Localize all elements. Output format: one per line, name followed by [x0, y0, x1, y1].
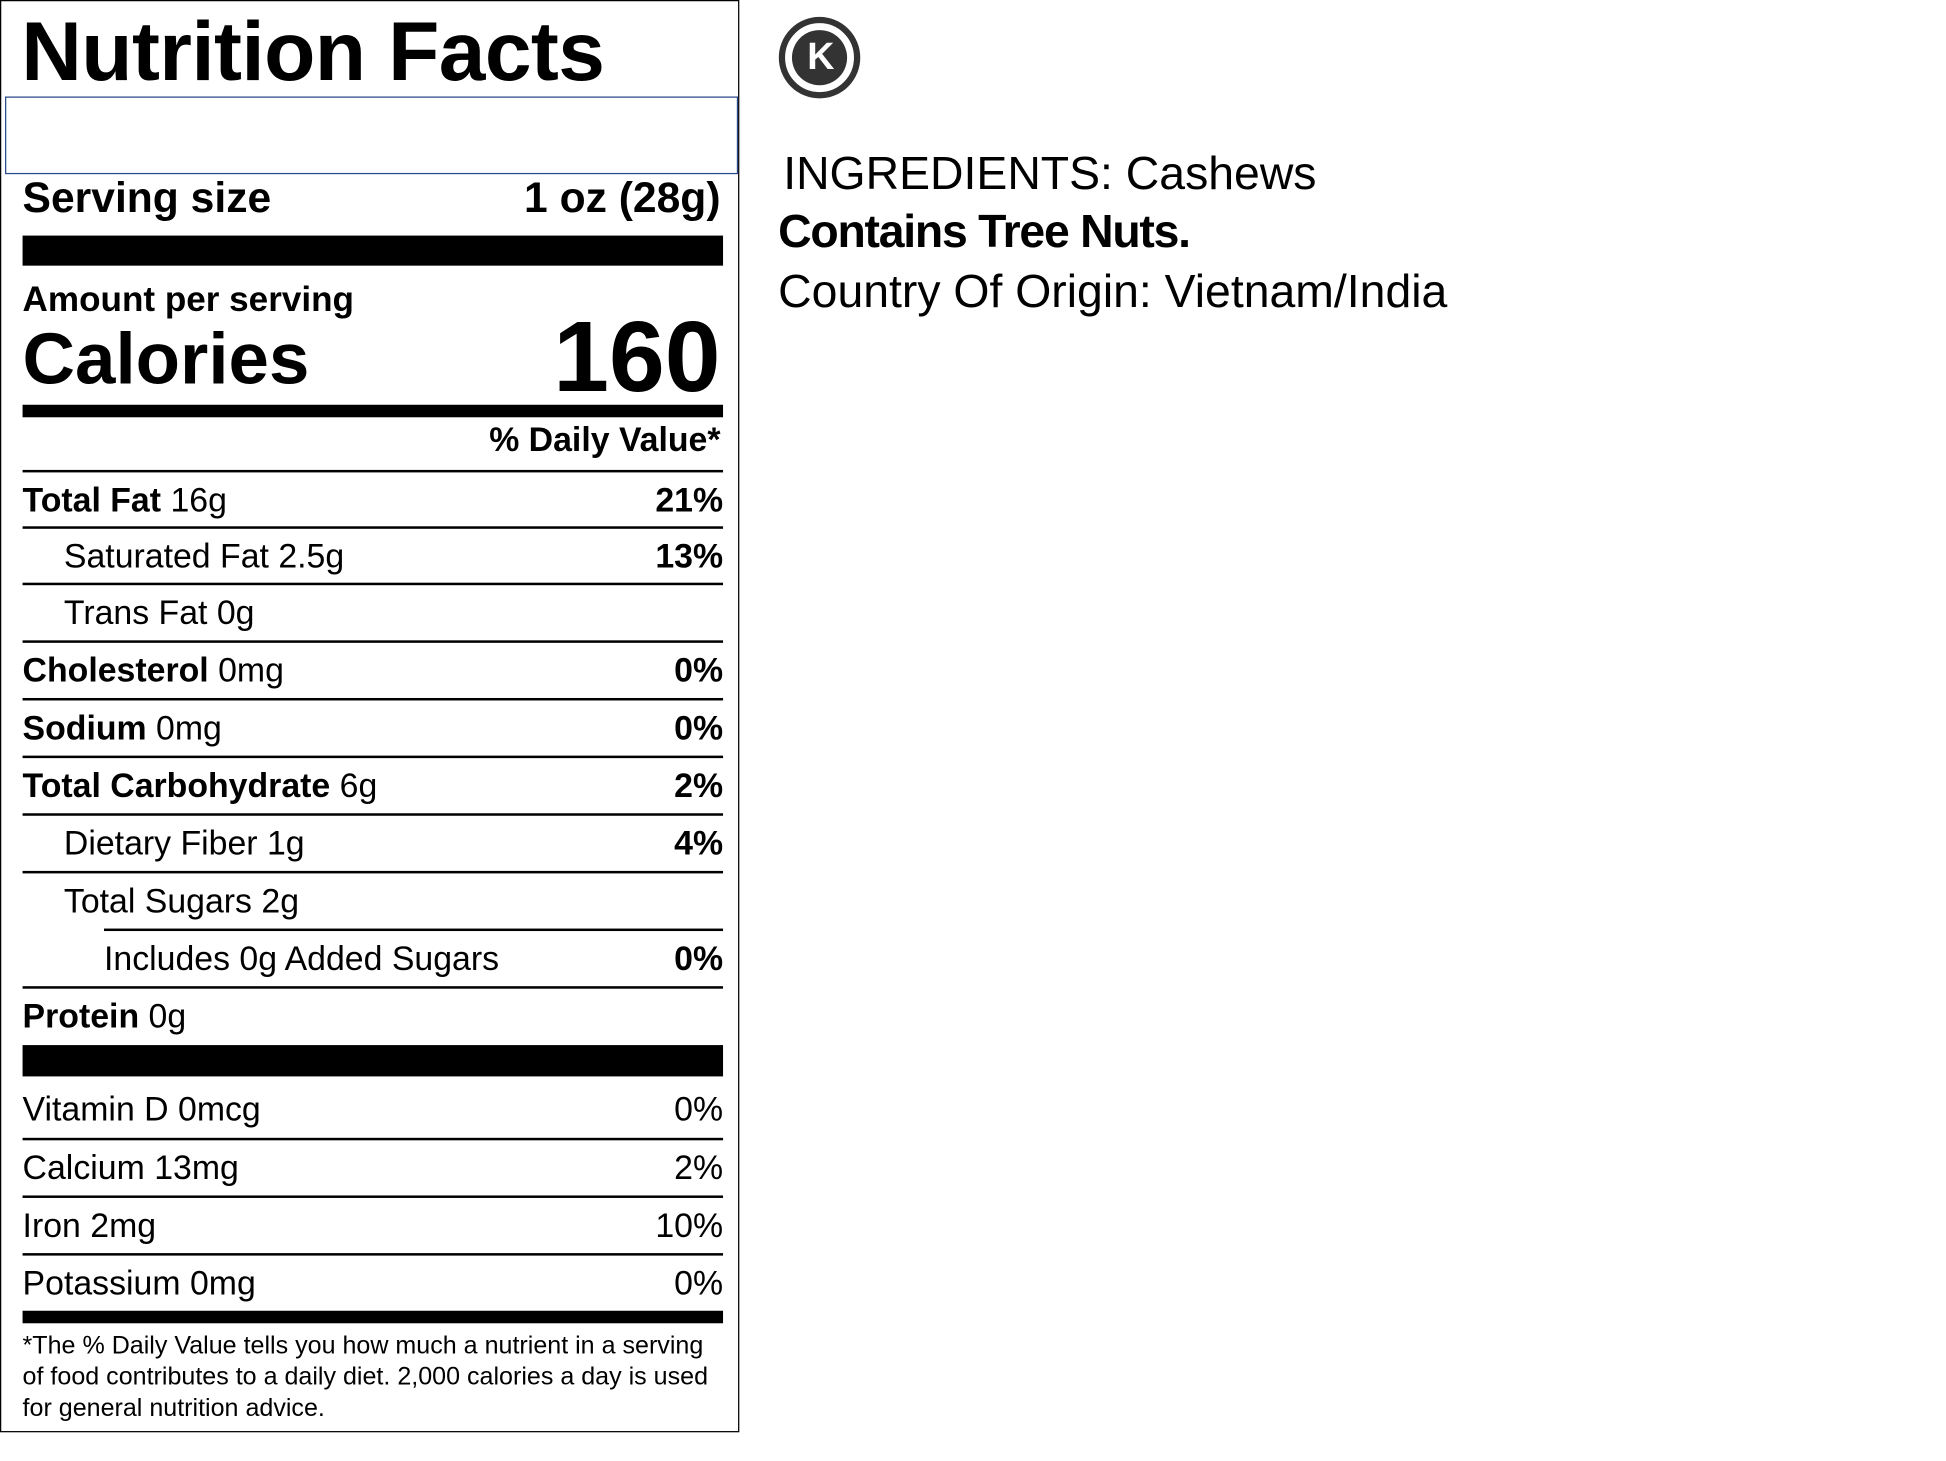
- nutrient-amount: 0mg: [218, 650, 284, 689]
- nutrition-label: Nutrition Facts Serving size 1 oz (28g) …: [0, 0, 740, 1433]
- nutrient-name: Saturated Fat: [63, 536, 269, 575]
- nutrient-dv: 0%: [674, 708, 724, 747]
- nutrient-row: Total Fat 16g 21%: [22, 469, 724, 528]
- vitamin-row: Calcium 13mg 2%: [22, 1137, 724, 1196]
- calories-value: 160: [553, 300, 721, 413]
- nutrient-row: Sodium 0mg 0%: [22, 697, 724, 756]
- label-title: Nutrition Facts: [21, 5, 605, 99]
- serving-size-value: 1 oz (28g): [524, 174, 721, 222]
- vitamin-row: Iron 2mg 10%: [22, 1195, 724, 1253]
- nutrient-row: Cholesterol 0mg 0%: [22, 640, 724, 698]
- nutrient-name: Trans Fat: [63, 593, 208, 631]
- nutrient-amount: 6g: [339, 766, 378, 804]
- nutrient-amount: 2g: [261, 881, 300, 920]
- vitamin-amount: 0mcg: [178, 1089, 261, 1128]
- nutrient-amount: 1g: [266, 823, 305, 862]
- kosher-letter: K: [807, 35, 834, 77]
- nutrient-dv: 4%: [674, 823, 724, 862]
- thick-rule: [22, 235, 724, 266]
- daily-value-header: % Daily Value*: [489, 421, 721, 459]
- vitamin-amount: 0mg: [189, 1263, 256, 1302]
- nutrient-name: Dietary Fiber: [63, 823, 258, 862]
- nutrient-row: Saturated Fat 2.5g 13%: [22, 526, 724, 584]
- kosher-symbol: K: [778, 16, 861, 99]
- nutrient-row: Total Carbohydrate 6g 2%: [22, 755, 724, 814]
- nutrient-dv: 21%: [655, 480, 724, 519]
- nutrient-name: Total Carbohydrate: [22, 766, 331, 804]
- vitamin-name: Potassium: [22, 1263, 181, 1302]
- nutrient-row: Trans Fat 0g: [22, 582, 724, 641]
- nutrient-name: Includes 0g Added Sugars: [104, 939, 500, 977]
- amount-per-serving: Amount per serving: [22, 279, 354, 319]
- vitamin-dv: 0%: [674, 1089, 724, 1128]
- selection-box: [5, 96, 739, 175]
- nutrient-row: Protein 0g: [22, 986, 724, 1044]
- nutrient-amount: 0g: [216, 593, 255, 631]
- kosher-disc: [791, 30, 848, 86]
- nutrient-dv: 0%: [674, 650, 724, 689]
- nutrient-dv: 13%: [655, 536, 724, 575]
- vitamin-row: Vitamin D 0mcg 0%: [23, 1080, 723, 1138]
- vitamin-name: Calcium: [22, 1148, 145, 1187]
- medium-rule: [22, 1310, 724, 1324]
- thick-rule: [22, 1045, 724, 1077]
- vitamin-row: Potassium 0mg 0%: [22, 1253, 724, 1311]
- calories-label: Calories: [22, 318, 310, 400]
- nutrient-dv: 2%: [674, 766, 724, 804]
- vitamin-name: Vitamin D: [22, 1089, 169, 1128]
- allergens: Contains Tree Nuts.: [778, 205, 1191, 257]
- nutrient-row: Total Sugars 2g: [22, 870, 724, 929]
- vitamin-dv: 2%: [674, 1148, 724, 1187]
- nutrient-row: Dietary Fiber 1g 4%: [22, 813, 724, 871]
- nutrient-name: Cholesterol: [22, 650, 209, 689]
- ingredients: INGREDIENTS: Cashews: [783, 147, 1317, 200]
- vitamin-dv: 10%: [655, 1206, 724, 1244]
- nutrient-name: Total Fat: [22, 480, 162, 519]
- kosher-ring: [778, 16, 861, 99]
- nutrient-amount: 0g: [148, 996, 187, 1035]
- country-of-origin: Country Of Origin: Vietnam/India: [778, 265, 1448, 318]
- vitamin-name: Iron: [22, 1206, 81, 1244]
- footnote: *The % Daily Value tells you how much a …: [22, 1332, 709, 1423]
- serving-size-label: Serving size: [22, 174, 272, 222]
- nutrient-name: Total Sugars: [63, 881, 252, 920]
- nutrient-row: Includes 0g Added Sugars 0%: [104, 928, 724, 987]
- nutrient-name: Sodium: [22, 708, 147, 747]
- nutrient-dv: 0%: [674, 939, 724, 977]
- medium-rule: [22, 404, 724, 418]
- nutrient-amount: 2.5g: [278, 536, 345, 575]
- vitamin-amount: 2mg: [90, 1206, 157, 1244]
- nutrient-amount: 16g: [170, 480, 227, 519]
- nutrient-amount: 0mg: [156, 708, 222, 747]
- vitamin-dv: 0%: [674, 1263, 724, 1302]
- nutrient-name: Protein: [22, 996, 140, 1035]
- vitamin-amount: 13mg: [154, 1148, 239, 1187]
